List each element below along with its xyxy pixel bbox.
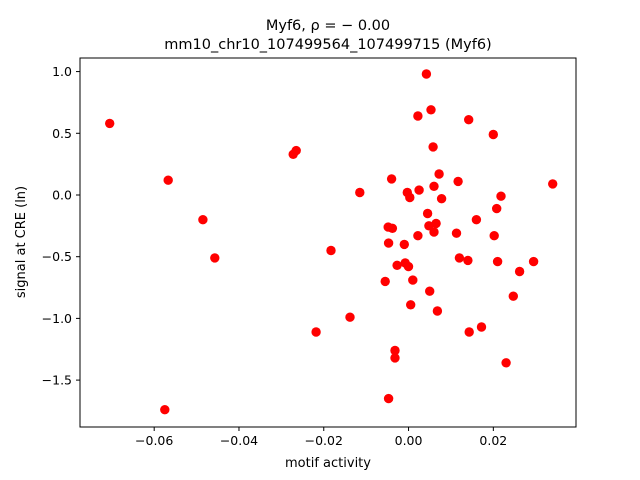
x-tick-label: −0.02 [305, 433, 343, 448]
y-axis-label: signal at CRE (ln) [14, 186, 29, 298]
data-point-24 [405, 192, 415, 203]
data-point-57 [514, 266, 525, 277]
x-tick-label: 0.00 [395, 433, 423, 448]
data-point-15 [386, 174, 397, 184]
data-point-47 [464, 327, 474, 337]
data-point-9 [345, 312, 355, 322]
data-point-27 [413, 111, 423, 121]
data-point-41 [436, 194, 447, 204]
chart-title-line2: mm10_chr10_107499564_107499715 (Myf6) [164, 37, 491, 53]
data-point-34 [426, 105, 436, 115]
data-point-2 [160, 405, 170, 415]
y-tick-label: 1.0 [52, 64, 72, 79]
y-tick-label: −0.5 [42, 249, 72, 264]
x-axis-ticks: −0.06 −0.04 −0.02 0.00 0.02 [135, 427, 507, 448]
data-point-59 [548, 179, 558, 189]
data-point-17 [390, 345, 400, 356]
data-point-51 [489, 231, 499, 241]
data-point-39 [432, 306, 443, 316]
data-point-11 [380, 276, 390, 287]
y-tick-label: −1.5 [42, 373, 72, 388]
data-point-45 [463, 255, 473, 266]
data-point-55 [501, 358, 511, 368]
plot-area-frame [79, 57, 577, 428]
data-point-44 [454, 253, 465, 263]
data-points [105, 69, 558, 415]
data-point-40 [434, 169, 444, 179]
data-point-54 [496, 191, 506, 201]
data-point-43 [453, 176, 463, 187]
data-point-46 [464, 115, 474, 125]
y-tick-label: −1.0 [42, 311, 72, 326]
data-point-32 [424, 221, 434, 231]
data-point-16 [387, 223, 398, 233]
x-tick-label: −0.06 [135, 433, 173, 448]
data-point-20 [399, 239, 409, 250]
data-point-58 [528, 256, 539, 267]
y-tick-label: 0.0 [52, 187, 72, 202]
chart-title-line1: Myf6, ρ = − 0.00 [266, 18, 390, 34]
data-point-49 [476, 322, 487, 332]
data-point-0 [105, 118, 115, 129]
x-axis-label: motif activity [285, 456, 371, 471]
data-point-37 [429, 227, 439, 237]
data-point-35 [428, 142, 438, 152]
data-point-53 [492, 256, 503, 267]
y-tick-label: 0.5 [52, 126, 72, 141]
data-point-7 [311, 327, 321, 337]
data-point-50 [488, 129, 498, 140]
data-point-1 [163, 175, 173, 185]
x-tick-label: 0.02 [479, 433, 507, 448]
data-point-10 [355, 187, 365, 198]
data-point-3 [198, 215, 208, 225]
data-point-29 [414, 185, 424, 195]
data-point-13 [383, 238, 394, 248]
data-point-25 [406, 300, 416, 310]
data-point-36 [429, 181, 439, 191]
data-point-28 [413, 231, 423, 241]
data-point-52 [492, 203, 502, 214]
data-point-26 [408, 275, 418, 285]
data-point-23 [403, 261, 414, 272]
data-point-4 [210, 253, 220, 263]
data-point-31 [422, 208, 433, 219]
data-point-19 [392, 260, 402, 270]
data-point-14 [383, 393, 394, 404]
data-point-8 [326, 245, 336, 256]
data-point-48 [471, 215, 482, 225]
data-point-33 [425, 286, 435, 296]
x-tick-label: −0.04 [220, 433, 258, 448]
data-point-38 [431, 218, 441, 229]
data-point-42 [451, 228, 462, 238]
y-axis-ticks: 1.0 0.5 0.0 −0.5 −1.0 −1.5 [42, 64, 80, 388]
data-point-6 [288, 149, 298, 159]
data-point-18 [390, 353, 400, 363]
data-point-30 [421, 69, 432, 79]
data-point-56 [508, 291, 518, 301]
